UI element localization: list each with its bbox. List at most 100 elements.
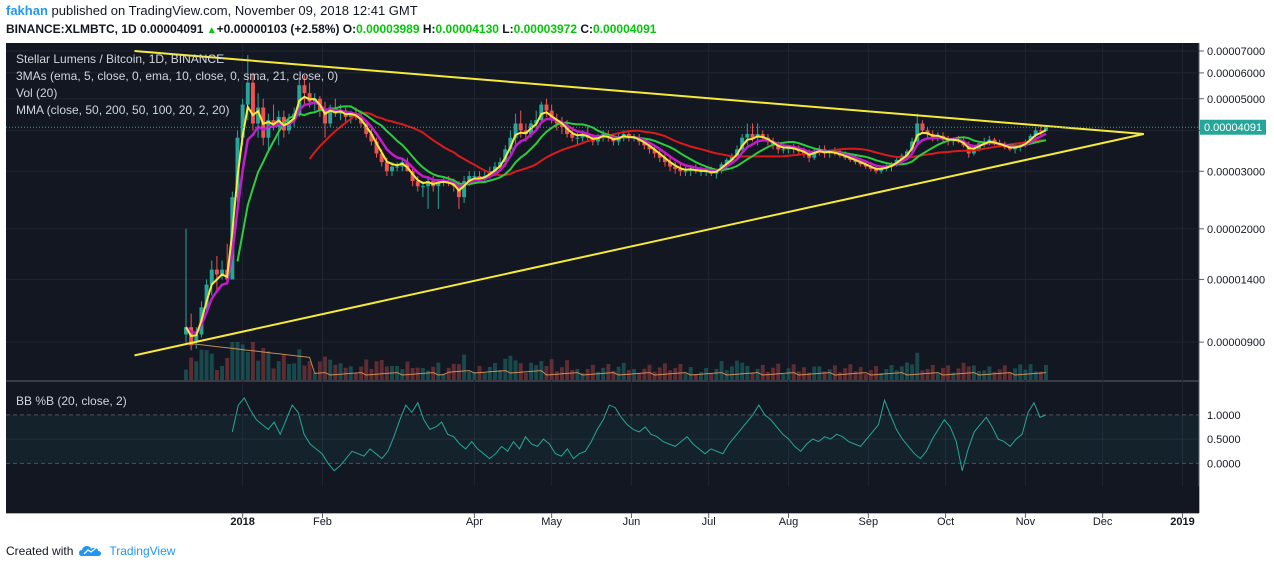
price-tick-label: 0.00005000 xyxy=(1207,94,1265,106)
volume-bar xyxy=(235,342,240,380)
price-tick-label: 0.00002000 xyxy=(1207,224,1265,236)
volume-bar xyxy=(214,370,219,380)
time-tick-label: 2018 xyxy=(230,516,254,528)
candle-body xyxy=(652,149,657,154)
volume-bar xyxy=(338,363,343,380)
volume-bar xyxy=(946,365,951,380)
publish-header: fakhan published on TradingView.com, Nov… xyxy=(6,3,418,19)
volume-bar xyxy=(549,359,554,380)
volume-bar xyxy=(796,371,801,380)
volume-bar xyxy=(534,365,539,380)
trendline-upper[interactable] xyxy=(134,50,1144,136)
candle-body xyxy=(472,176,477,178)
volume-bar xyxy=(750,372,755,380)
last-price-marker xyxy=(1200,119,1266,135)
volume-bar xyxy=(570,369,575,380)
volume-bar xyxy=(302,365,307,380)
volume-bar xyxy=(204,350,209,380)
chart-container[interactable]: 0.000070000.000060000.000050000.00004000… xyxy=(6,43,1268,533)
volume-bar xyxy=(930,364,935,380)
candle-body xyxy=(657,153,662,158)
author-link[interactable]: fakhan xyxy=(6,3,48,18)
close-label: C: xyxy=(580,22,594,36)
candle-body xyxy=(493,166,497,172)
trendline-lower[interactable] xyxy=(134,133,1145,357)
volume-bar xyxy=(1028,364,1033,380)
candle-body xyxy=(184,327,188,335)
bb-pane xyxy=(6,396,1199,472)
candle-body xyxy=(668,162,673,167)
volume-bar xyxy=(729,366,734,380)
volume-bar xyxy=(760,364,765,380)
volume-bar xyxy=(982,370,987,380)
candle-body xyxy=(379,153,384,163)
candle-body xyxy=(1044,127,1048,131)
volume-bar xyxy=(786,368,791,380)
volume-ma-line xyxy=(185,342,1047,376)
ema-yellow-line xyxy=(185,95,1047,338)
candle-body xyxy=(678,168,683,172)
volume-bar xyxy=(1023,369,1028,380)
high-value: 0.00004130 xyxy=(435,22,499,36)
time-tick-label: 2019 xyxy=(1170,516,1194,528)
bb-tick-label: 0.0000 xyxy=(1207,458,1241,470)
volume-bar xyxy=(709,373,714,380)
volume-bar xyxy=(426,370,431,380)
volume-bar xyxy=(575,369,580,380)
candle-body xyxy=(420,186,425,188)
volume-bar xyxy=(693,374,698,380)
candle-body xyxy=(415,181,420,187)
volume-bar xyxy=(297,349,302,380)
candle-body xyxy=(570,134,575,138)
candle-body xyxy=(364,123,369,135)
moving-averages xyxy=(185,95,1047,338)
ohlc-header: BINANCE:XLMBTC, 1D 0.00004091 ▲+0.000001… xyxy=(6,21,656,39)
candle-body xyxy=(750,134,755,138)
volume-bar xyxy=(271,368,276,380)
volume-bar xyxy=(668,370,673,380)
candle-body xyxy=(868,166,873,169)
volume-bar xyxy=(199,349,204,380)
price-tick-label: 0.00001400 xyxy=(1207,274,1265,286)
volume-bar xyxy=(997,369,1002,380)
tradingview-cloud-icon[interactable] xyxy=(79,544,103,558)
volume-bar xyxy=(812,366,817,380)
volume-bar xyxy=(1007,372,1012,380)
price-chart[interactable]: 0.000070000.000060000.000050000.00004000… xyxy=(6,43,1268,533)
time-tick-label: Jul xyxy=(702,516,716,528)
volume-bar xyxy=(714,368,719,380)
tradingview-link[interactable]: TradingView xyxy=(109,544,176,558)
candle-body xyxy=(467,176,472,182)
candle-body xyxy=(812,151,817,158)
volume-bar xyxy=(755,368,760,380)
volume-bar xyxy=(915,352,920,380)
candle-body xyxy=(559,123,564,127)
candle-body xyxy=(209,269,214,285)
candle-body xyxy=(724,159,729,165)
volume-bar xyxy=(765,371,770,380)
candle-body xyxy=(204,284,209,308)
candle-body xyxy=(374,141,379,154)
volume-bar xyxy=(518,363,523,380)
high-label: H: xyxy=(422,22,436,36)
candle-body xyxy=(760,134,765,138)
volume-bar xyxy=(637,372,642,380)
volume-bar xyxy=(240,344,245,380)
volume-bar xyxy=(894,370,899,380)
volume-bar xyxy=(508,355,513,380)
volume-bar xyxy=(853,371,858,380)
candle-body xyxy=(348,113,353,117)
candle-body xyxy=(554,120,559,124)
volume-bar xyxy=(456,364,461,380)
candle-body xyxy=(534,120,539,124)
volume-bar xyxy=(467,371,472,380)
volume-bar xyxy=(482,372,487,380)
candle-body xyxy=(776,145,781,150)
volume-bar xyxy=(904,362,909,380)
candle-body xyxy=(740,137,745,150)
time-tick-label: Dec xyxy=(1093,516,1113,528)
volume-bar xyxy=(941,367,945,380)
price-tick-label: 0.00003000 xyxy=(1207,166,1265,178)
legend-vol: Vol (20) xyxy=(16,86,57,100)
candle-body xyxy=(302,85,307,94)
